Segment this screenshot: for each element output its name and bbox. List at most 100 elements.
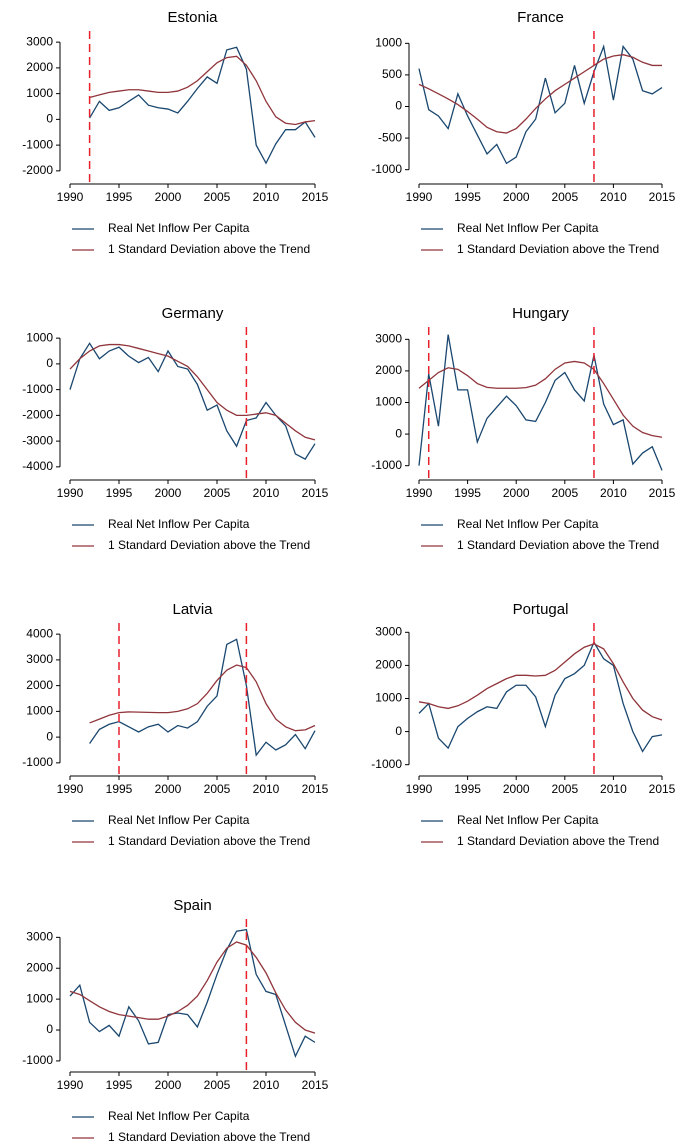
y-tick-label: 3000 — [26, 34, 53, 48]
x-tick-label: 1995 — [106, 486, 133, 500]
y-tick-label: -3000 — [22, 433, 53, 447]
y-tick-label: 1000 — [26, 704, 53, 718]
y-tick-label: 0 — [46, 1022, 53, 1036]
y-tick-label: 1000 — [26, 991, 53, 1005]
x-tick-label: 2010 — [600, 486, 627, 500]
y-tick-label: 3000 — [26, 652, 53, 666]
legend-label: Real Net Inflow Per Capita — [457, 517, 599, 531]
series-line — [418, 640, 663, 753]
y-tick-label: 0 — [46, 112, 53, 126]
x-tick-label: 1990 — [57, 1078, 84, 1092]
y-tick-label: -1000 — [371, 162, 402, 176]
series-line — [418, 44, 663, 165]
y-tick-label: 3000 — [26, 930, 53, 944]
y-tick-label: 3000 — [375, 624, 402, 638]
x-tick-label: 2015 — [302, 486, 329, 500]
series-line — [89, 664, 316, 732]
legend-label: 1 Standard Deviation above the Trend — [108, 538, 310, 552]
legend-label: Real Net Inflow Per Capita — [457, 813, 599, 827]
y-tick-label: 2000 — [26, 678, 53, 692]
legend-label: Real Net Inflow Per Capita — [457, 221, 599, 235]
series-line — [418, 643, 663, 721]
series-line — [69, 941, 316, 1034]
y-tick-label: 2000 — [375, 658, 402, 672]
x-tick-label: 2015 — [302, 1078, 329, 1092]
chart-title: Latvia — [172, 601, 213, 618]
x-tick-label: 2010 — [600, 782, 627, 796]
x-tick-label: 2010 — [253, 782, 280, 796]
x-tick-label: 2005 — [204, 1078, 231, 1092]
chart-title: France — [517, 9, 564, 26]
y-tick-label: 2000 — [26, 60, 53, 74]
series-line — [89, 638, 316, 757]
x-tick-label: 2000 — [155, 1078, 182, 1092]
y-tick-label: -1000 — [371, 458, 402, 472]
legend-label: Real Net Inflow Per Capita — [108, 813, 250, 827]
series-line — [89, 55, 316, 126]
x-tick-label: 2005 — [551, 782, 578, 796]
x-tick-label: 1995 — [106, 190, 133, 204]
x-tick-label: 2015 — [302, 782, 329, 796]
y-tick-label: 4000 — [26, 626, 53, 640]
x-tick-label: 1990 — [406, 486, 433, 500]
legend-label: 1 Standard Deviation above the Trend — [108, 1130, 310, 1144]
y-tick-label: 0 — [395, 724, 402, 738]
x-tick-label: 2000 — [503, 190, 530, 204]
x-tick-label: 2000 — [503, 486, 530, 500]
y-tick-label: 500 — [382, 67, 402, 81]
x-tick-label: 2015 — [649, 486, 676, 500]
y-tick-label: 0 — [46, 356, 53, 370]
x-tick-label: 2005 — [204, 486, 231, 500]
x-tick-label: 2000 — [155, 486, 182, 500]
series-line — [418, 334, 663, 471]
series-line — [69, 928, 316, 1059]
x-tick-label: 2010 — [253, 190, 280, 204]
y-tick-label: -1000 — [22, 382, 53, 396]
x-tick-label: 1990 — [406, 190, 433, 204]
y-tick-label: -1000 — [22, 137, 53, 151]
y-tick-label: -500 — [378, 130, 402, 144]
chart-title: Estonia — [167, 9, 218, 26]
x-tick-label: 2015 — [302, 190, 329, 204]
chart-title: Portugal — [513, 601, 569, 618]
x-tick-label: 1990 — [57, 190, 84, 204]
legend-label: Real Net Inflow Per Capita — [108, 517, 250, 531]
x-tick-label: 1990 — [57, 486, 84, 500]
y-tick-label: 2000 — [375, 363, 402, 377]
x-tick-label: 1995 — [106, 1078, 133, 1092]
y-tick-label: -1000 — [22, 755, 53, 769]
x-tick-label: 1995 — [454, 190, 481, 204]
y-tick-label: 0 — [395, 99, 402, 113]
x-tick-label: 2010 — [600, 190, 627, 204]
y-tick-label: 1000 — [26, 86, 53, 100]
legend-label: 1 Standard Deviation above the Trend — [108, 834, 310, 848]
legend-label: 1 Standard Deviation above the Trend — [457, 834, 659, 848]
x-tick-label: 1990 — [57, 782, 84, 796]
legend-label: 1 Standard Deviation above the Trend — [457, 538, 659, 552]
y-tick-label: 0 — [395, 426, 402, 440]
x-tick-label: 2000 — [503, 782, 530, 796]
y-tick-label: 2000 — [26, 960, 53, 974]
x-tick-label: 2005 — [551, 486, 578, 500]
x-tick-label: 2000 — [155, 190, 182, 204]
x-tick-label: 2015 — [649, 782, 676, 796]
chart-title: Hungary — [512, 305, 569, 322]
x-tick-label: 1995 — [106, 782, 133, 796]
legend-label: 1 Standard Deviation above the Trend — [108, 242, 310, 256]
y-tick-label: 1000 — [26, 330, 53, 344]
x-tick-label: 2010 — [253, 1078, 280, 1092]
y-tick-label: 0 — [46, 729, 53, 743]
y-tick-label: -2000 — [22, 408, 53, 422]
series-line — [69, 342, 316, 460]
y-tick-label: -4000 — [22, 459, 53, 473]
x-tick-label: 1995 — [454, 486, 481, 500]
series-line — [418, 360, 663, 438]
x-tick-label: 2005 — [204, 782, 231, 796]
x-tick-label: 2005 — [204, 190, 231, 204]
x-tick-label: 2010 — [253, 486, 280, 500]
y-tick-label: -1000 — [371, 757, 402, 771]
y-tick-label: -2000 — [22, 163, 53, 177]
chart-title: Spain — [173, 897, 211, 914]
series-line — [418, 54, 662, 134]
